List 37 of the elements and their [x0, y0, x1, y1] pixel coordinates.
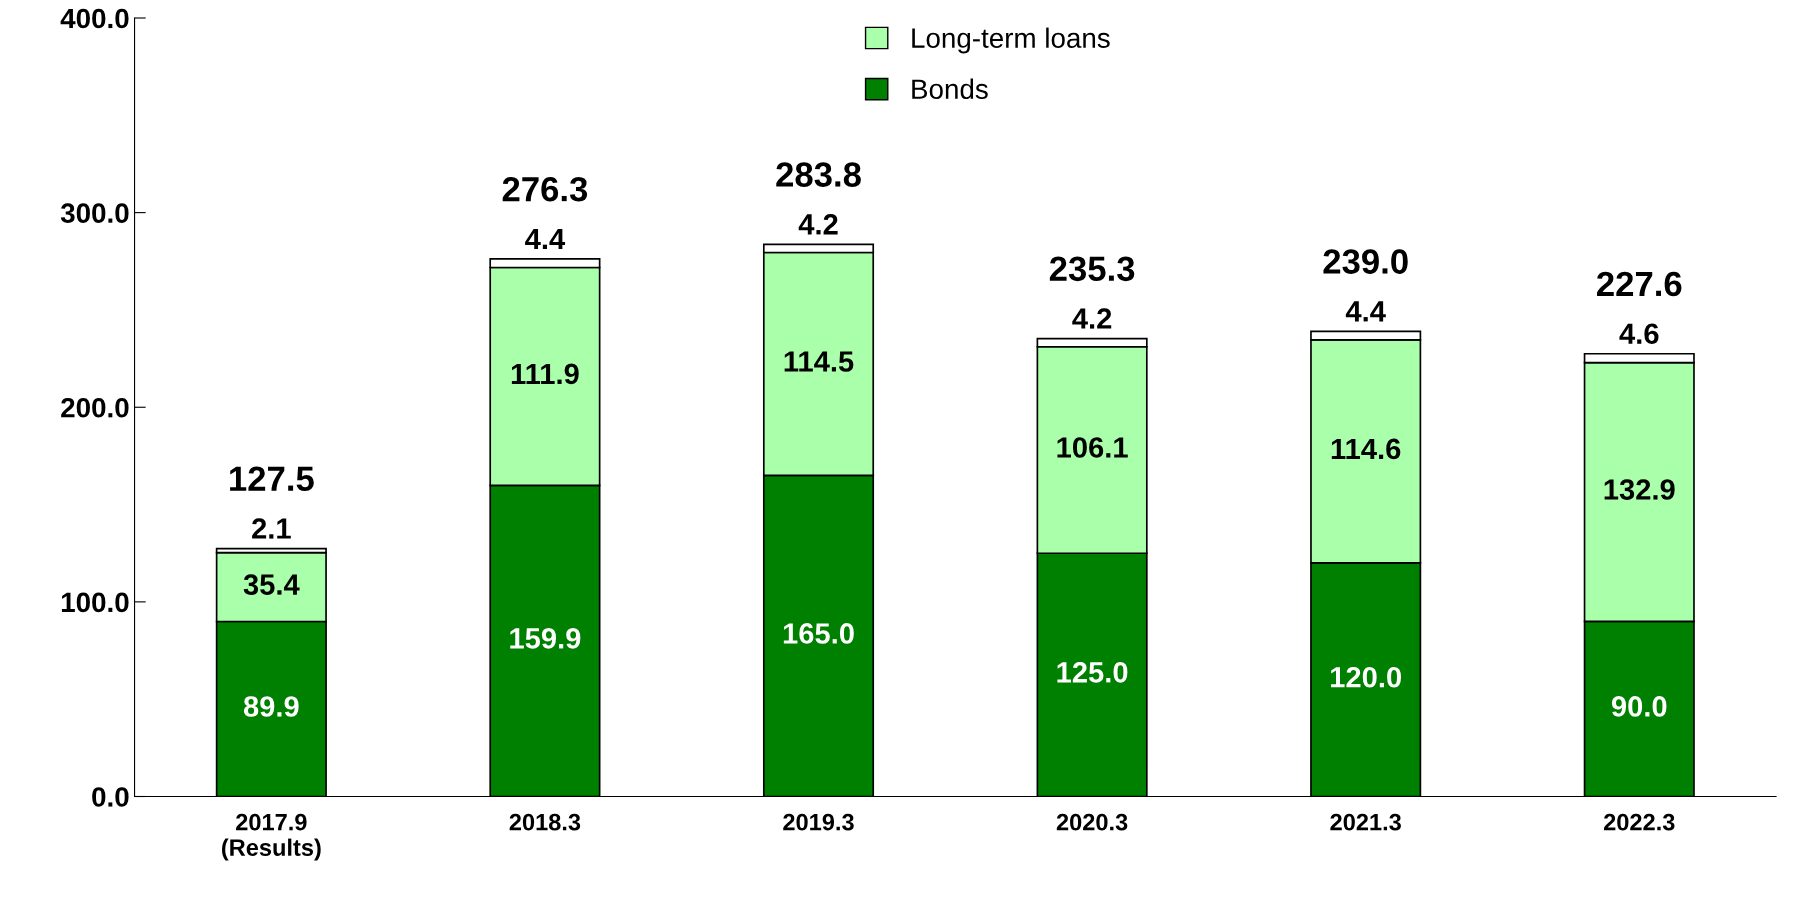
data-label: 165.0: [783, 623, 854, 644]
data-label: 90.0: [1611, 696, 1667, 717]
total-label: 276.3: [502, 176, 588, 202]
x-tick-label: 2021.3: [1330, 813, 1401, 831]
data-label: 106.1: [1057, 437, 1128, 458]
data-label: 111.9: [511, 363, 579, 385]
data-label: 120.0: [1331, 666, 1401, 688]
data-label: 132.9: [1604, 479, 1675, 500]
data-label: 4.2: [798, 214, 838, 235]
data-label: 35.4: [243, 574, 300, 595]
data-label: 114.5: [784, 351, 854, 372]
total-label: 239.0: [1323, 249, 1408, 274]
data-label: 114.6: [1331, 438, 1401, 460]
total-label: 283.8: [776, 162, 861, 187]
y-tick-label: 300.0: [60, 203, 129, 223]
total-label: 235.3: [1049, 256, 1135, 282]
total-label: 127.5: [230, 466, 314, 492]
data-label: 4.4: [525, 228, 566, 249]
y-tick-label: 200.0: [61, 397, 129, 418]
data-label: 89.9: [243, 696, 299, 717]
data-label: 2.1: [252, 518, 291, 539]
data-label: 125.0: [1057, 662, 1128, 683]
x-tick-label: 2019.3: [783, 813, 854, 831]
data-label: 4.4: [1345, 301, 1386, 322]
x-tick-label: 2018.3: [509, 813, 581, 831]
legend-label: Long-term loans: [912, 27, 1110, 54]
x-tick-label: 2022.3: [1603, 813, 1675, 831]
x-tick-label: 2017.9 (Results): [222, 813, 321, 861]
total-label: 227.6: [1597, 271, 1682, 297]
legend-label: Bonds: [912, 78, 988, 100]
data-label: 4.2: [1072, 308, 1112, 329]
data-label: 159.9: [510, 628, 581, 649]
data-label: 4.6: [1619, 323, 1659, 345]
x-tick-label: 2020.3: [1056, 813, 1128, 831]
y-tick-label: 100.0: [61, 592, 129, 613]
y-tick-label: 0.0: [92, 787, 129, 807]
y-tick-label: 400.0: [60, 8, 129, 29]
